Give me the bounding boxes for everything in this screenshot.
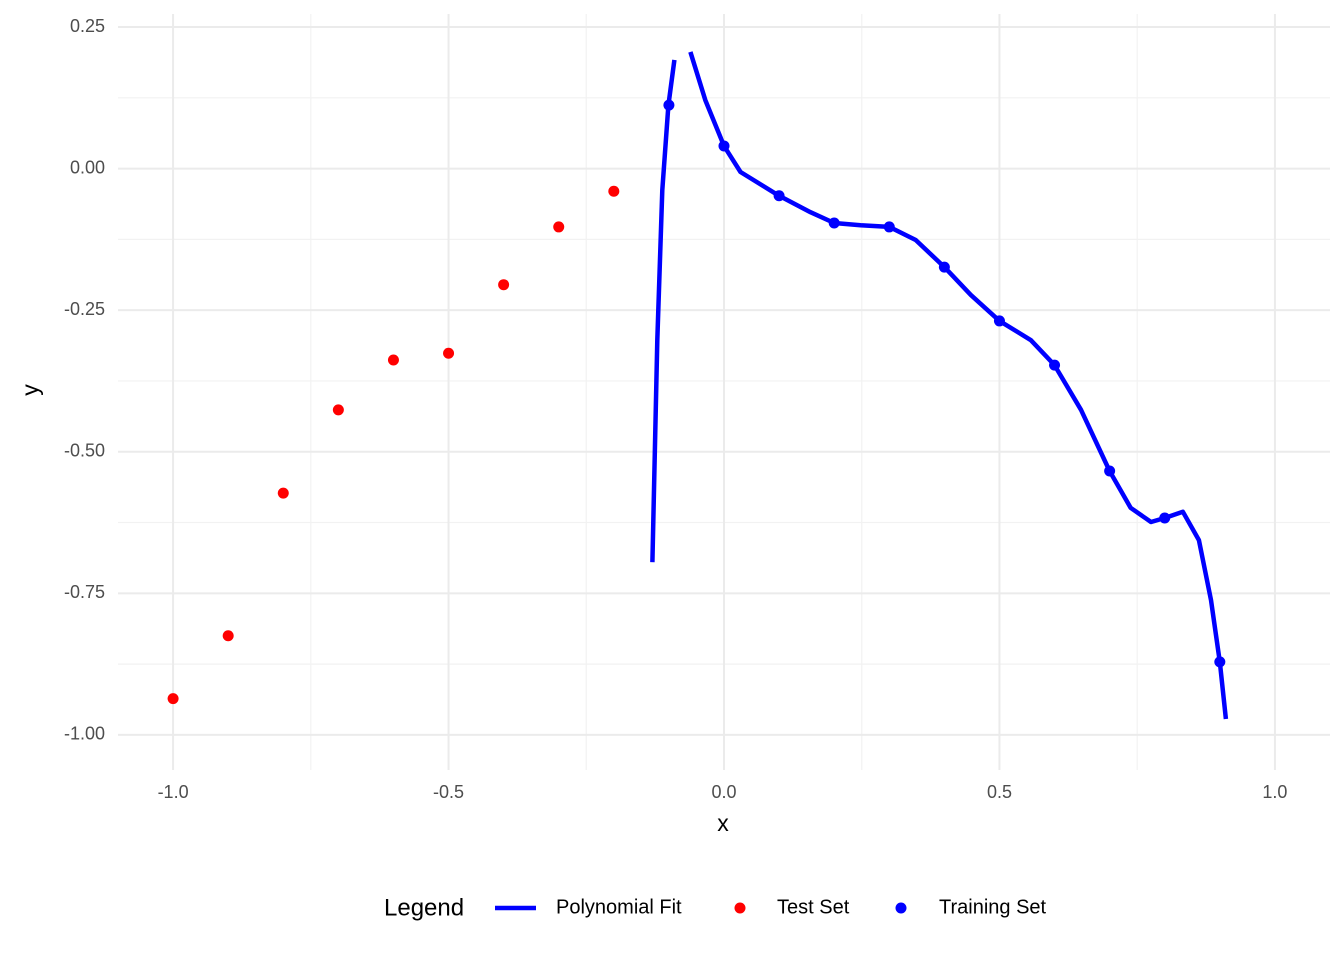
point [553, 221, 565, 233]
point [167, 693, 179, 705]
legend-title: Legend [384, 894, 464, 921]
y-axis-title: y [17, 384, 43, 396]
legend-label: Test Set [777, 896, 850, 918]
point [1214, 656, 1226, 668]
point [222, 630, 234, 642]
fit-line [650, 51, 1229, 720]
y-tick-label: -1.00 [64, 724, 105, 744]
point [387, 354, 399, 366]
x-axis-title: x [717, 810, 729, 836]
x-tick-label: 1.0 [1262, 782, 1287, 802]
point [332, 404, 344, 416]
legend-label: Training Set [939, 896, 1047, 918]
point [883, 221, 895, 233]
y-tick-label: 0.00 [70, 157, 105, 177]
point [498, 279, 510, 291]
point [828, 217, 840, 229]
y-tick-label: -0.50 [64, 440, 105, 460]
point [773, 190, 785, 202]
legend-key [895, 902, 907, 914]
x-tick-label: 0.0 [711, 782, 736, 802]
y-tick-label: 0.25 [70, 16, 105, 36]
point [277, 487, 289, 499]
legend-label: Polynomial Fit [556, 896, 682, 918]
point [1159, 512, 1171, 524]
point [718, 140, 730, 152]
point [663, 99, 675, 111]
x-tick-label: 0.5 [987, 782, 1012, 802]
point [1049, 359, 1061, 371]
y-tick-label: -0.25 [64, 299, 105, 319]
legend-key [734, 902, 746, 914]
y-tick-label: -0.75 [64, 582, 105, 602]
point [443, 347, 455, 359]
x-tick-label: -1.0 [158, 782, 189, 802]
point [938, 261, 950, 273]
point [608, 185, 620, 197]
x-tick-label: -0.5 [433, 782, 464, 802]
point [1104, 465, 1116, 477]
point [993, 315, 1005, 327]
